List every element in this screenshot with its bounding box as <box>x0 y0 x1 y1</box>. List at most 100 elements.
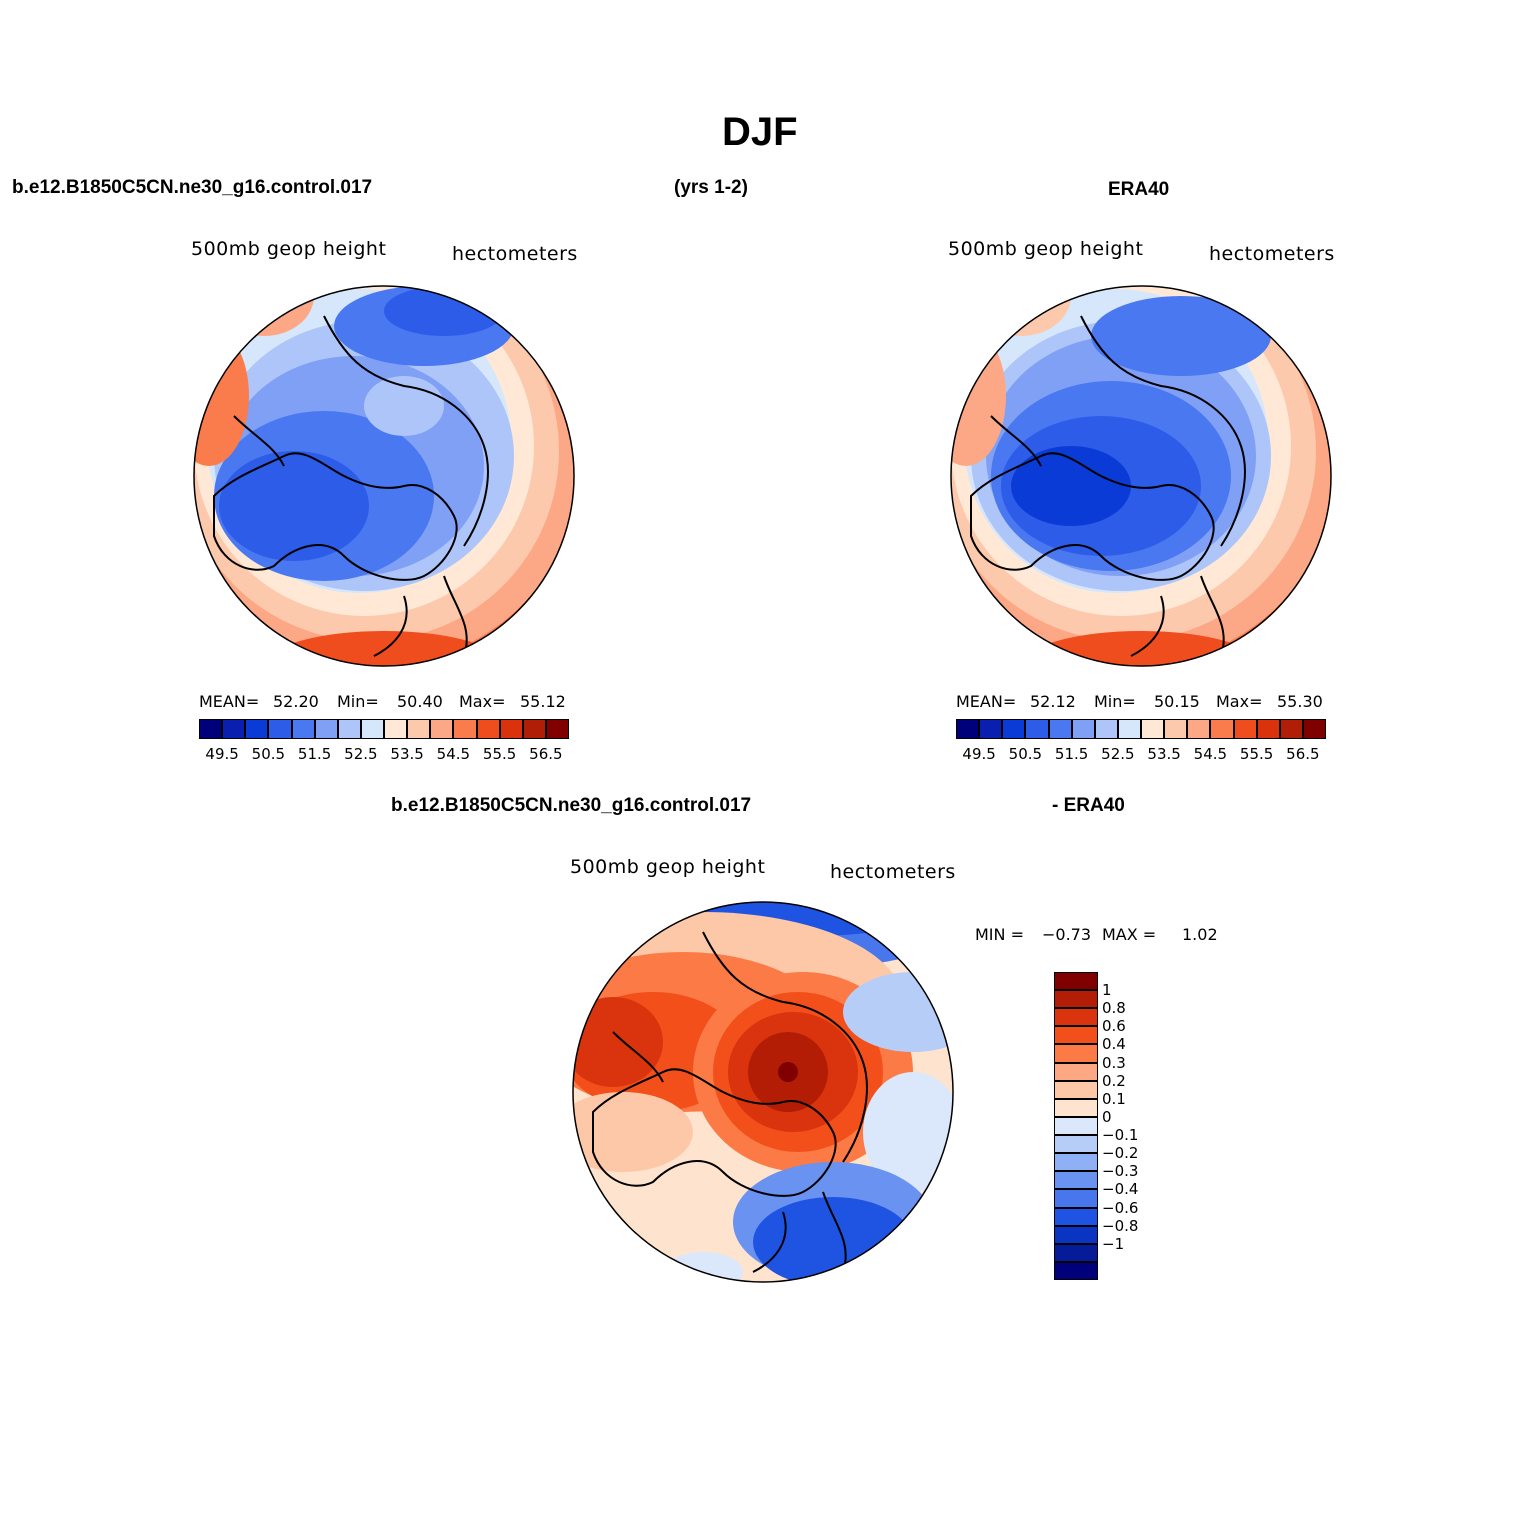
panel3-colorbar-tick-label: 0.6 <box>1102 1017 1126 1036</box>
panel2-colorbar-tick-label: 50.5 <box>1008 745 1043 763</box>
panel2-colorbar-box <box>1256 719 1280 739</box>
panel3-colorbar-tick-label: 0.2 <box>1102 1071 1126 1090</box>
panel1-colorbar-tick-label: 52.5 <box>344 745 378 763</box>
panel2-colorbar-tick-label: 56.5 <box>1286 745 1320 763</box>
panel3-colorbar-box <box>1054 1026 1098 1045</box>
panel1-colorbar-tick-label: 55.5 <box>482 745 517 763</box>
panel3-colorbar-box <box>1054 1062 1098 1081</box>
panel3-units-label: hectometers <box>830 861 956 883</box>
panel2-colorbar-box <box>1117 719 1141 739</box>
panel3-colorbar-box <box>1054 1243 1098 1262</box>
panel3-diff-polar-map <box>572 901 954 1283</box>
panel1-colorbar-box <box>314 719 338 739</box>
panel3-max-value: 1.02 <box>1182 925 1218 944</box>
panel2-colorbar: 49.5 50.5 51.5 52.5 53.5 54.5 55.5 56.5 <box>956 719 1326 763</box>
panel2-min-value: 50.15 <box>1154 692 1200 711</box>
panel2-mean-label: MEAN= <box>956 692 1017 711</box>
panel3-colorbar-tick-label: 0.8 <box>1102 999 1126 1018</box>
panel1-max-label: Max= <box>459 692 506 711</box>
panel1-min-label: Min= <box>337 692 379 711</box>
panel3-max-label: MAX = <box>1102 925 1157 944</box>
panel3-colorbar-box <box>1054 1080 1098 1099</box>
panel3-colorbar-box <box>1054 1116 1098 1136</box>
panel2-colorbar-box <box>1279 719 1303 739</box>
panel2-colorbar-tick-label: 52.5 <box>1101 745 1135 763</box>
panel1-min-value: 50.40 <box>397 692 443 711</box>
panel2-colorbar-box <box>1233 719 1257 739</box>
panel1-colorbar: 49.5 50.5 51.5 52.5 53.5 54.5 55.5 56.5 <box>199 719 569 763</box>
panel3-colorbar-box <box>1054 1098 1098 1117</box>
panel2-colorbar-box <box>1094 719 1118 739</box>
panel3-min-label: MIN = <box>975 925 1024 944</box>
panel3-colorbar-box <box>1054 1044 1098 1063</box>
panel3-colorbar-box <box>1054 990 1098 1009</box>
panel2-variable-label: 500mb geop height <box>948 238 1144 260</box>
panel3-colorbar-box <box>1054 1135 1098 1154</box>
panel2-polar-map <box>950 285 1332 667</box>
panel1-colorbar-tick-label: 50.5 <box>251 745 286 763</box>
panel1-colorbar-box <box>222 719 246 739</box>
panel3-colorbar-tick-label: −0.4 <box>1102 1180 1139 1199</box>
panel3-colorbar-tick-label: −0.1 <box>1102 1126 1139 1145</box>
panel1-colorbar-box <box>499 719 523 739</box>
panel2-colorbar-box <box>1302 719 1326 739</box>
panel3-min-value: −0.73 <box>1042 925 1092 944</box>
panel1-mean-label: MEAN= <box>199 692 260 711</box>
panel3-colorbar-tick-label: −1 <box>1102 1234 1125 1253</box>
panel1-colorbar-box <box>476 719 500 739</box>
panel1-colorbar-tick-label: 51.5 <box>297 745 332 763</box>
panel1-colorbar-box <box>384 719 408 739</box>
panel3-colorbar-box <box>1054 1261 1098 1280</box>
panel3-colorbar-tick-label: 1 <box>1102 981 1112 1000</box>
panel1-colorbar-box <box>360 719 384 739</box>
panel2-colorbar-box <box>1210 719 1234 739</box>
panel1-colorbar-box <box>245 719 269 739</box>
panel1-colorbar-box <box>337 719 361 739</box>
panel3-colorbar-box <box>1054 1189 1098 1208</box>
panel2-colorbar-box <box>1002 719 1026 739</box>
panel3-colorbar-tick-label: −0.3 <box>1102 1162 1139 1181</box>
panel3-colorbar-box <box>1054 972 1098 991</box>
panel3-colorbar-box <box>1054 1008 1098 1027</box>
panel2-colorbar-box <box>956 719 980 739</box>
panel2-colorbar-box <box>1164 719 1188 739</box>
obs-header: ERA40 <box>1108 179 1170 200</box>
panel1-max-value: 55.12 <box>520 692 566 711</box>
panel2-max-label: Max= <box>1216 692 1263 711</box>
panel2-colorbar-box <box>1071 719 1095 739</box>
diff-obs-header: - ERA40 <box>1052 795 1125 816</box>
panel2-units-label: hectometers <box>1209 243 1335 265</box>
panel3-variable-label: 500mb geop height <box>570 856 766 878</box>
panel2-colorbar-box <box>1048 719 1072 739</box>
panel3-colorbar: 1 0.8 0.6 0.4 0.3 0.2 0.1 0 −0.1 −0.2 −0.3 −0.4 −0.6… <box>1054 972 1138 1280</box>
panel3-colorbar-tick-label: −0.8 <box>1102 1216 1139 1235</box>
panel3-colorbar-tick-label: 0.1 <box>1102 1089 1126 1108</box>
panel2-colorbar-tick-label: 54.5 <box>1193 745 1228 763</box>
panel2-colorbar-box <box>1141 719 1165 739</box>
panel1-colorbar-box <box>430 719 454 739</box>
panel2-colorbar-box <box>979 719 1003 739</box>
years-header: (yrs 1-2) <box>674 177 748 198</box>
panel1-units-label: hectometers <box>452 243 578 265</box>
panel3-colorbar-tick-label: 0.3 <box>1102 1053 1126 1072</box>
panel2-colorbar-tick-label: 55.5 <box>1239 745 1274 763</box>
panel1-mean-value: 52.20 <box>273 692 319 711</box>
diff-case-header: b.e12.B1850C5CN.ne30_g16.control.017 <box>391 795 752 816</box>
panel1-colorbar-box <box>268 719 292 739</box>
panel3-colorbar-tick-label: −0.2 <box>1102 1144 1139 1163</box>
panel3-colorbar-tick-label: 0 <box>1102 1107 1112 1126</box>
panel3-colorbar-tick-label: −0.6 <box>1102 1198 1139 1217</box>
panel2-mean-value: 52.12 <box>1030 692 1076 711</box>
panel1-colorbar-box <box>199 719 223 739</box>
panel1-variable-label: 500mb geop height <box>191 238 387 260</box>
panel2-colorbar-tick-label: 53.5 <box>1147 745 1181 763</box>
panel2-max-value: 55.30 <box>1277 692 1323 711</box>
panel2-colorbar-tick-label: 51.5 <box>1054 745 1089 763</box>
panel1-colorbar-box <box>545 719 569 739</box>
panel1-colorbar-box <box>522 719 546 739</box>
panel3-colorbar-box <box>1054 1225 1098 1244</box>
panel2-min-label: Min= <box>1094 692 1136 711</box>
panel1-colorbar-box <box>291 719 315 739</box>
panel1-colorbar-box <box>407 719 431 739</box>
panel1-colorbar-box <box>453 719 477 739</box>
